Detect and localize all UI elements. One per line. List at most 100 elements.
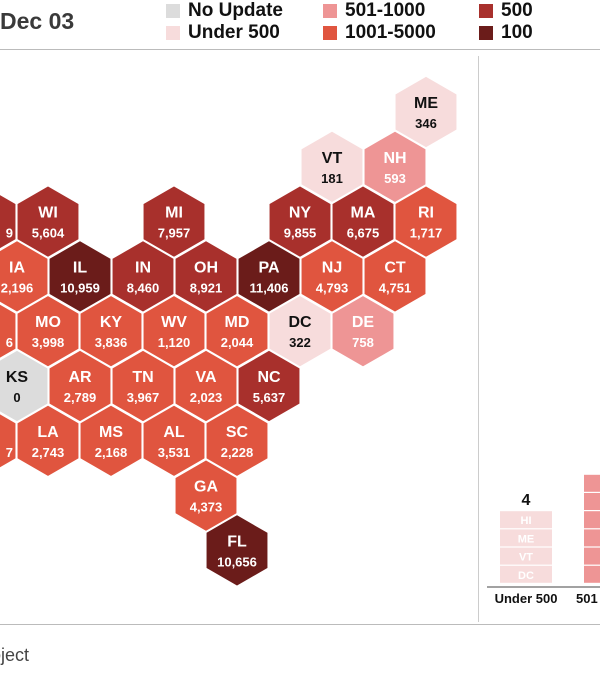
state-value: 2,023 (190, 390, 223, 405)
legend-5001-10000: 500 (479, 0, 533, 22)
state-hex-ct[interactable]: CT 4,751 (363, 239, 427, 314)
hex-shape (363, 239, 427, 314)
state-value: 9,855 (284, 226, 317, 241)
state-value: 3,836 (95, 335, 128, 350)
state-value: 7,957 (158, 226, 191, 241)
state-value: 181 (321, 171, 343, 186)
state-abbr: MA (351, 205, 376, 222)
state-value: 3,531 (158, 445, 191, 460)
state-value: 11,406 (249, 280, 288, 295)
state-hex-mo[interactable]: MO 3,998 (16, 294, 80, 369)
state-value: 2,168 (95, 445, 128, 460)
state-hex-ky[interactable]: KY 3,836 (79, 294, 143, 369)
state-abbr: NC (257, 369, 281, 386)
state-hex-de[interactable]: DE 758 (331, 294, 395, 369)
bar-block (584, 511, 600, 529)
state-hex-nh[interactable]: NH 593 (363, 129, 427, 204)
hex-shape (205, 513, 269, 588)
legend-swatch (479, 4, 493, 18)
state-abbr: KS (6, 369, 29, 386)
state-value: 10,959 (60, 280, 100, 295)
state-abbr: IA (9, 259, 25, 276)
state-hex-ma[interactable]: MA 6,675 (331, 184, 395, 259)
bar-block (584, 547, 600, 565)
state-value: 2,743 (32, 445, 65, 460)
state-value: 2,044 (221, 335, 254, 350)
legend-label: 100 (501, 22, 533, 43)
state-hex-ga[interactable]: GA 4,373 (174, 458, 238, 533)
panel-divider (478, 56, 479, 622)
bar-block (500, 547, 552, 565)
state-abbr: MD (225, 314, 250, 331)
state-value: 5,637 (253, 390, 286, 405)
legend-label: Under 500 (188, 22, 280, 43)
bar-block (500, 565, 552, 583)
bar-category-label: Under 500 (495, 591, 558, 606)
legend-no-update: No Update (166, 0, 283, 22)
state-abbr: KY (100, 314, 123, 331)
legend-swatch (323, 4, 337, 18)
state-value: 6 (6, 335, 13, 350)
state-abbr: RI (418, 205, 434, 222)
bar-category-label: 501 (576, 591, 598, 606)
state-value: 4,751 (379, 280, 412, 295)
state-abbr: AL (163, 424, 185, 441)
state-hex-md[interactable]: MD 2,044 (205, 294, 269, 369)
state-value: 322 (289, 335, 311, 350)
state-value: 2,196 (1, 280, 34, 295)
state-abbr: WV (161, 314, 187, 331)
state-abbr: IN (135, 259, 151, 276)
bar-block (500, 511, 552, 529)
state-hex-al[interactable]: AL 3,531 (142, 403, 206, 478)
state-value: 1,120 (158, 335, 191, 350)
bar-block (584, 529, 600, 547)
state-hex-nc[interactable]: NC 5,637 (237, 349, 301, 423)
legend-10000-plus: 100 (479, 22, 533, 44)
state-abbr: OH (194, 259, 218, 276)
state-hex-fl[interactable]: FL 10,656 (205, 513, 269, 588)
state-value: 2,789 (64, 390, 97, 405)
state-abbr: MO (35, 314, 61, 331)
state-abbr: VA (195, 369, 216, 386)
legend-swatch (323, 26, 337, 40)
state-value: 6,675 (347, 226, 380, 241)
state-abbr: ME (414, 95, 438, 112)
footer-text: oject (0, 645, 30, 665)
state-abbr: LA (37, 424, 59, 441)
state-abbr: AR (68, 369, 92, 386)
bar-block-label: DC (518, 570, 534, 582)
bar-1: 501 (576, 474, 600, 606)
bar-block (584, 565, 600, 583)
state-hex-me[interactable]: ME 346 (394, 75, 458, 149)
bar-block-label: HI (521, 515, 532, 527)
state-hex-nj[interactable]: NJ 4,793 (300, 239, 364, 314)
state-hex-dc[interactable]: DC 322 (268, 294, 332, 369)
state-abbr: CT (384, 259, 406, 276)
state-hex-in[interactable]: IN 8,460 (111, 239, 175, 314)
legend-label: 500 (501, 0, 533, 21)
state-abbr: PA (258, 259, 279, 276)
state-hex-mi[interactable]: MI 7,957 (142, 184, 206, 259)
state-value: 593 (384, 171, 406, 186)
footer-divider (0, 624, 600, 625)
bar-block-label: VT (519, 552, 533, 564)
state-abbr: TN (132, 369, 153, 386)
legend-swatch (166, 26, 180, 40)
legend-under-500: Under 500 (166, 22, 280, 44)
state-value: 2,228 (221, 445, 254, 460)
state-value: 346 (415, 116, 437, 131)
legend-label: 1001-5000 (345, 22, 436, 43)
header-divider (0, 49, 600, 50)
state-hex-ar[interactable]: AR 2,789 (48, 349, 112, 423)
state-value: 1,717 (410, 226, 443, 241)
state-value: 5,604 (32, 226, 65, 241)
state-hex-ms[interactable]: MS 2,168 (79, 403, 143, 478)
state-abbr: IL (73, 259, 87, 276)
bar-count: 4 (522, 492, 531, 509)
state-value: 9 (6, 226, 13, 241)
state-hex-pa[interactable]: PA 11,406 (237, 239, 301, 314)
state-value: 3,998 (32, 335, 65, 350)
state-hex-la[interactable]: LA 2,743 (16, 403, 80, 478)
legend-1001-5000: 1001-5000 (323, 22, 436, 44)
state-value: 7 (6, 445, 13, 460)
